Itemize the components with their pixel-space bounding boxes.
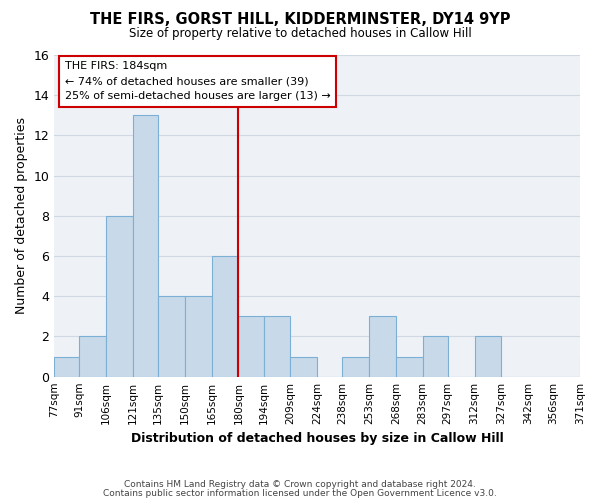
- Bar: [580, 356, 600, 376]
- X-axis label: Distribution of detached houses by size in Callow Hill: Distribution of detached houses by size …: [131, 432, 503, 445]
- Bar: [263, 316, 290, 376]
- Bar: [342, 356, 369, 376]
- Text: THE FIRS, GORST HILL, KIDDERMINSTER, DY14 9YP: THE FIRS, GORST HILL, KIDDERMINSTER, DY1…: [90, 12, 510, 28]
- Bar: [133, 116, 158, 376]
- Text: Contains HM Land Registry data © Crown copyright and database right 2024.: Contains HM Land Registry data © Crown c…: [124, 480, 476, 489]
- Bar: [212, 256, 238, 376]
- Text: THE FIRS: 184sqm
← 74% of detached houses are smaller (39)
25% of semi-detached : THE FIRS: 184sqm ← 74% of detached house…: [65, 62, 331, 101]
- Bar: [106, 216, 133, 376]
- Bar: [369, 316, 396, 376]
- Bar: [396, 356, 422, 376]
- Bar: [238, 316, 263, 376]
- Text: Size of property relative to detached houses in Callow Hill: Size of property relative to detached ho…: [128, 28, 472, 40]
- Bar: [290, 356, 317, 376]
- Bar: [422, 336, 448, 376]
- Bar: [185, 296, 212, 376]
- Bar: [158, 296, 185, 376]
- Bar: [79, 336, 106, 376]
- Text: Contains public sector information licensed under the Open Government Licence v3: Contains public sector information licen…: [103, 489, 497, 498]
- Bar: [54, 356, 79, 376]
- Y-axis label: Number of detached properties: Number of detached properties: [15, 118, 28, 314]
- Bar: [475, 336, 502, 376]
